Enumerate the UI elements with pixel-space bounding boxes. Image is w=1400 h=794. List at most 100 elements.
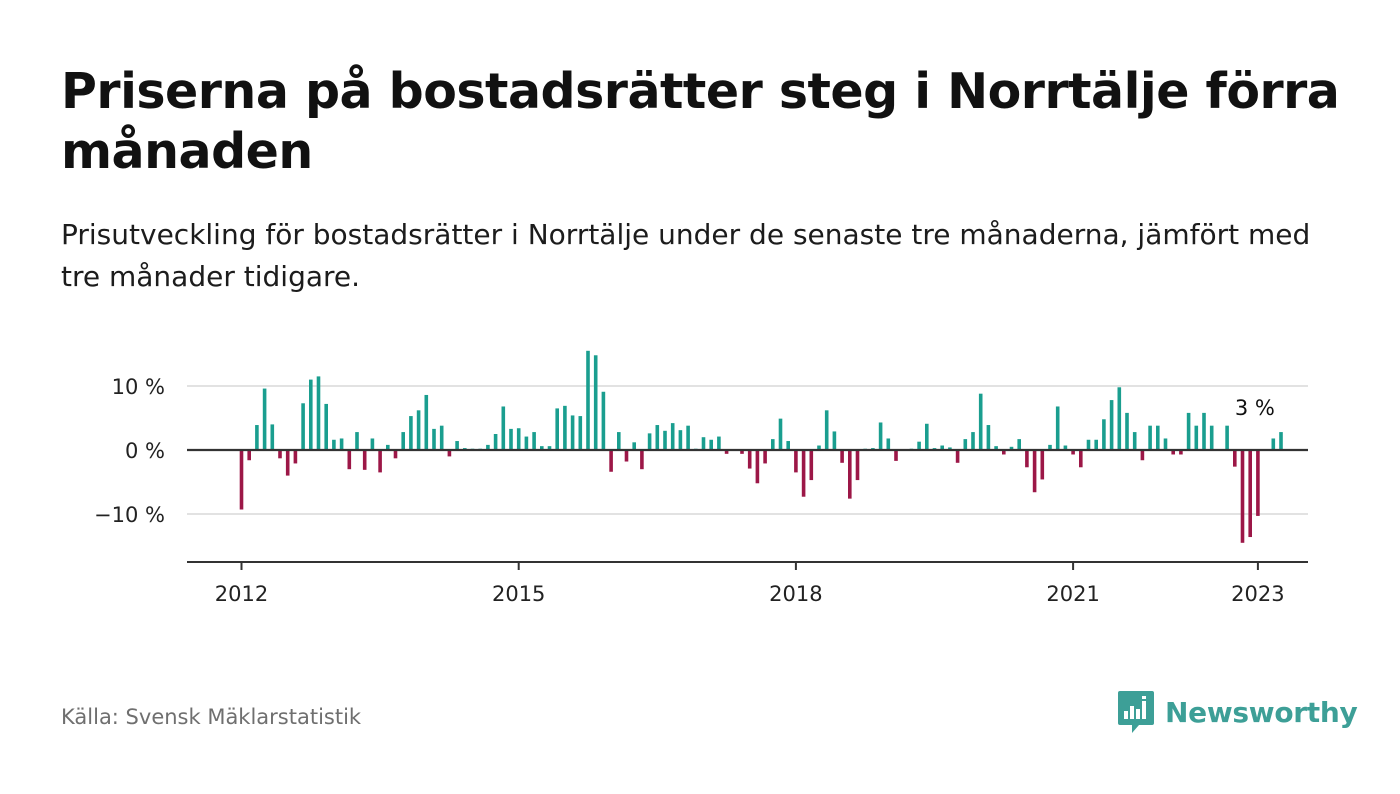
grid-lines: [187, 385, 1308, 515]
bar: [493, 434, 498, 450]
bar: [717, 436, 721, 450]
bar: [963, 439, 968, 450]
bar: [647, 433, 652, 450]
bar: [894, 450, 898, 461]
bar: [486, 444, 490, 450]
bar: [285, 450, 290, 476]
bar: [570, 415, 575, 450]
bar: [632, 442, 636, 450]
bar: [1156, 425, 1160, 450]
bar: [971, 432, 975, 450]
bar: [686, 425, 690, 450]
bar: [301, 403, 305, 450]
bar: [516, 428, 521, 450]
bar: [309, 379, 313, 450]
axis-labels: 10 % 0 % −10 % 2012 2015 2018 2021 2023 3 %: [94, 375, 1285, 606]
bar: [1163, 438, 1168, 450]
bar: [663, 430, 667, 450]
x-tick-label: 2012: [215, 582, 268, 606]
bar: [940, 445, 944, 450]
bar: [1256, 450, 1260, 516]
bar: [239, 450, 244, 510]
bar: [386, 444, 390, 450]
source-note: Källa: Svensk Mäklarstatistik: [61, 705, 362, 729]
bar: [1032, 450, 1037, 493]
bar: [1140, 450, 1145, 461]
bar: [378, 450, 382, 473]
bar: [1194, 425, 1199, 450]
bar: [824, 410, 829, 450]
bar: [778, 418, 783, 450]
bar: [1017, 439, 1021, 450]
bar: [701, 437, 706, 450]
bar: [817, 445, 821, 450]
bar: [424, 394, 429, 450]
bar: [986, 425, 991, 450]
bar: [432, 428, 436, 450]
bar: [324, 403, 328, 450]
bar: [601, 391, 606, 450]
bar: [1171, 450, 1175, 455]
brand-logo-group[interactable]: Newsworthy: [1117, 688, 1358, 736]
bar: [1225, 425, 1229, 450]
bar: [563, 405, 567, 450]
bar: [878, 422, 883, 450]
bar: [1279, 432, 1283, 450]
bar: [524, 436, 529, 450]
bar: [1079, 450, 1083, 468]
bar: [771, 439, 775, 450]
bar: [840, 450, 844, 463]
bar: [262, 388, 267, 450]
bar: [801, 450, 806, 497]
bar: [1040, 450, 1045, 480]
bar: [609, 450, 613, 472]
bar: [293, 450, 298, 464]
bar: [617, 432, 621, 450]
last-value-annotation: 3 %: [1235, 396, 1275, 420]
bar: [1271, 438, 1276, 450]
bar: [1063, 445, 1068, 450]
axes: [187, 448, 1308, 570]
bar: [994, 446, 998, 450]
bar: [1209, 425, 1214, 450]
bar: [640, 450, 644, 470]
bar: [409, 416, 413, 450]
bar: [1002, 450, 1006, 455]
bar: [347, 450, 352, 470]
bar: [578, 416, 583, 450]
bar: [1186, 412, 1191, 450]
bar: [747, 450, 752, 469]
bar: [1179, 450, 1183, 455]
bar: [1132, 432, 1137, 450]
bar: [1240, 450, 1245, 543]
bar: [586, 350, 590, 450]
y-tick-label: 0 %: [125, 439, 165, 463]
bar: [501, 406, 506, 450]
bar: [1025, 450, 1029, 468]
bar: [247, 450, 251, 461]
bar: [509, 428, 513, 450]
brand-name: Newsworthy: [1165, 695, 1358, 729]
bar: [624, 450, 629, 462]
bar: [439, 425, 444, 450]
bar: [1125, 412, 1129, 450]
x-tick-label: 2018: [769, 582, 822, 606]
chart-title: Priserna på bostadsrätter steg i Norrtäl…: [61, 63, 1340, 180]
bar: [1048, 444, 1052, 450]
newsworthy-logo-icon: [1118, 691, 1154, 733]
bar: [455, 441, 459, 450]
bar: [532, 432, 536, 450]
x-tick-label: 2015: [492, 582, 545, 606]
bar: [401, 432, 405, 450]
bar: [917, 441, 921, 450]
bar: [593, 355, 598, 450]
bar: [393, 450, 398, 459]
x-tick-label: 2023: [1231, 582, 1284, 606]
bar: [1086, 439, 1091, 450]
bar: [794, 450, 798, 473]
bar: [978, 393, 983, 450]
bar: [370, 438, 375, 450]
bar: [886, 438, 891, 450]
bar: [832, 431, 837, 450]
